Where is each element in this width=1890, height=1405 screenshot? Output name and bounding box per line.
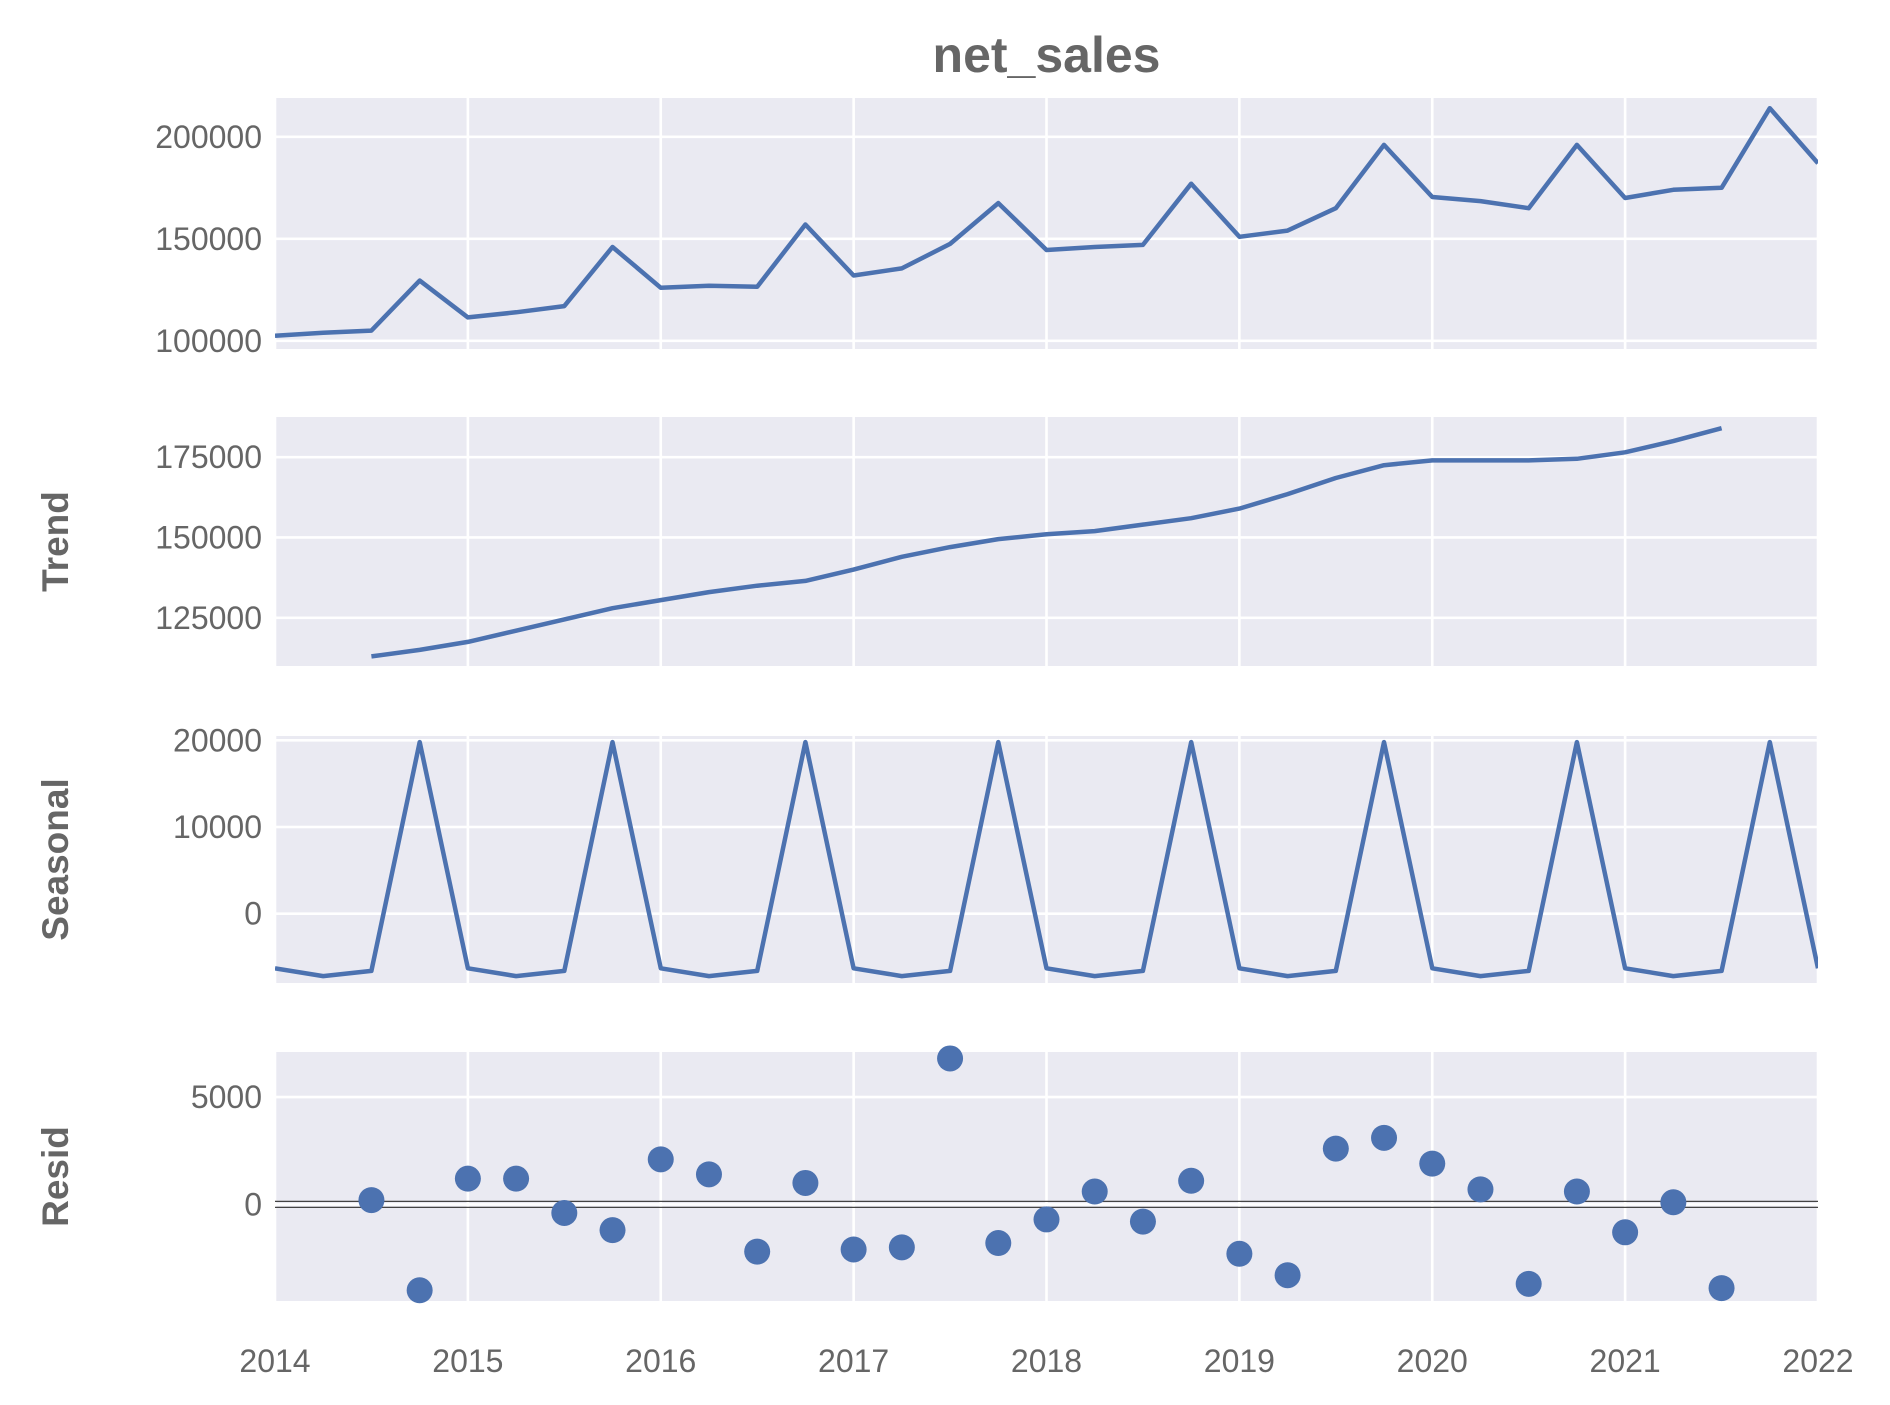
y-tick-label: 100000 bbox=[155, 323, 262, 359]
resid-point bbox=[503, 1165, 530, 1192]
x-tick-label: 2014 bbox=[239, 1343, 310, 1379]
resid-point bbox=[792, 1169, 819, 1196]
y-tick-label: 0 bbox=[244, 896, 262, 932]
resid-point bbox=[937, 1045, 964, 1072]
resid-point bbox=[744, 1238, 771, 1265]
resid-point bbox=[358, 1187, 385, 1214]
x-tick-label: 2022 bbox=[1782, 1343, 1853, 1379]
resid-point bbox=[1129, 1208, 1156, 1235]
y-axis-label: Seasonal bbox=[35, 778, 76, 940]
resid-point bbox=[1419, 1150, 1446, 1177]
y-tick-label: 150000 bbox=[155, 519, 262, 555]
y-axis-label: Trend bbox=[35, 491, 76, 592]
y-tick-label: 200000 bbox=[155, 119, 262, 155]
y-tick-label: 20000 bbox=[173, 722, 262, 758]
y-tick-label: 10000 bbox=[173, 809, 262, 845]
y-tick-label: 0 bbox=[244, 1186, 262, 1222]
x-tick-label: 2018 bbox=[1011, 1343, 1082, 1379]
resid-point bbox=[1081, 1178, 1108, 1205]
resid-point bbox=[1708, 1275, 1735, 1302]
resid-point bbox=[1322, 1135, 1349, 1162]
series-line-trend bbox=[371, 426, 1723, 659]
panel-0: 100000 150000 200000 bbox=[155, 98, 1820, 359]
resid-point bbox=[1033, 1206, 1060, 1233]
resid-point bbox=[1178, 1167, 1205, 1194]
chart-title: net_sales bbox=[933, 27, 1161, 83]
y-tick-label: 125000 bbox=[155, 600, 262, 636]
y-tick-label: 175000 bbox=[155, 439, 262, 475]
series-line-seasonal bbox=[275, 739, 1818, 979]
resid-point bbox=[840, 1236, 867, 1263]
resid-point bbox=[1563, 1178, 1590, 1205]
resid-point bbox=[888, 1234, 915, 1261]
panel-3: 0 5000 Resid bbox=[35, 1045, 1820, 1304]
x-tick-label: 2016 bbox=[625, 1343, 696, 1379]
x-tick-label: 2020 bbox=[1397, 1343, 1468, 1379]
y-tick-label: 5000 bbox=[191, 1079, 262, 1115]
resid-point bbox=[1226, 1240, 1253, 1267]
resid-point bbox=[454, 1165, 481, 1192]
resid-point bbox=[1660, 1189, 1687, 1216]
resid-point bbox=[647, 1146, 674, 1173]
resid-point bbox=[1274, 1262, 1301, 1289]
resid-point bbox=[406, 1277, 433, 1304]
resid-point bbox=[985, 1230, 1012, 1257]
series-line-net_sales bbox=[275, 105, 1818, 338]
x-tick-label: 2019 bbox=[1204, 1343, 1275, 1379]
resid-point bbox=[695, 1161, 722, 1188]
resid-point bbox=[1515, 1270, 1542, 1297]
panel-2: 0 10000 20000 Seasonal bbox=[35, 722, 1820, 983]
x-tick-label: 2017 bbox=[818, 1343, 889, 1379]
resid-point bbox=[599, 1217, 626, 1244]
resid-point bbox=[1467, 1176, 1494, 1203]
resid-point bbox=[1371, 1124, 1398, 1151]
resid-point bbox=[1612, 1219, 1639, 1246]
y-tick-label: 150000 bbox=[155, 221, 262, 257]
x-tick-label: 2021 bbox=[1590, 1343, 1661, 1379]
y-axis-label: Resid bbox=[35, 1126, 76, 1227]
panel-1: 125000 150000 175000 Trend bbox=[35, 417, 1820, 666]
resid-point bbox=[551, 1199, 578, 1226]
x-tick-label: 2015 bbox=[432, 1343, 503, 1379]
